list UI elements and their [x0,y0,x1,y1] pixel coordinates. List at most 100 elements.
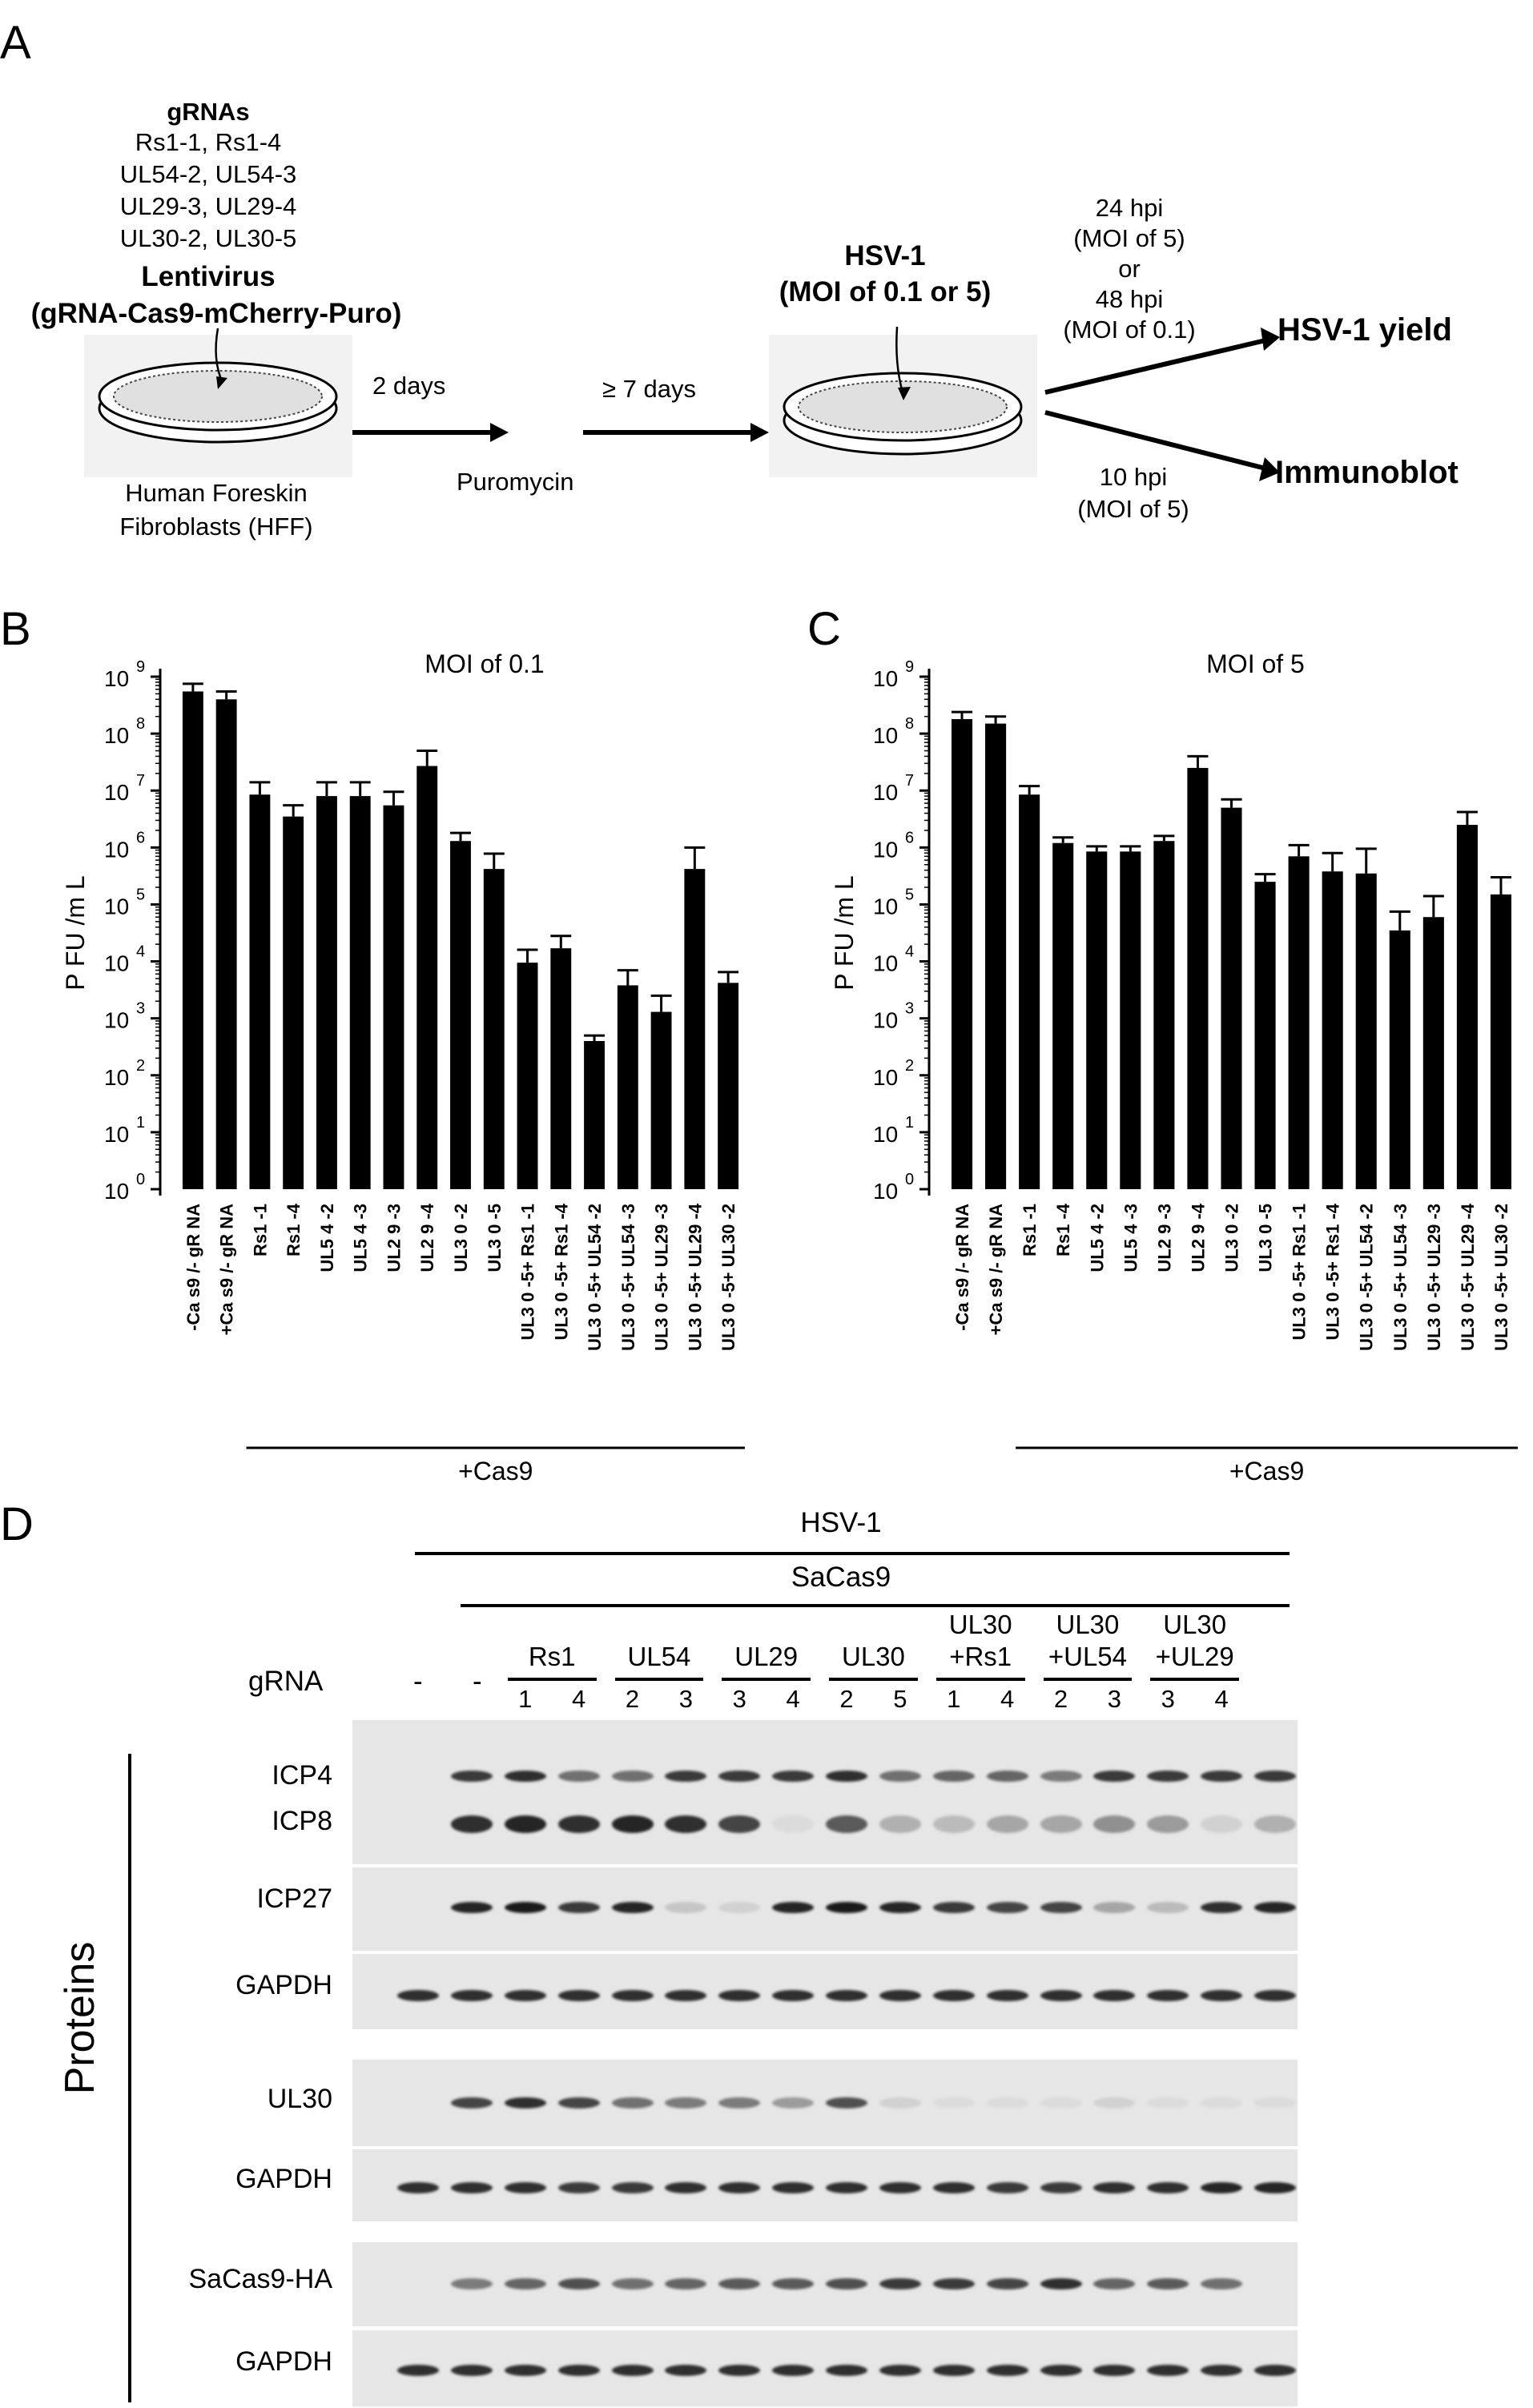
bar [1355,873,1377,1189]
blot-band [986,2182,1028,2193]
y-tick-label: 10 [873,1065,898,1090]
blot-band [557,1990,600,2001]
bar [215,699,237,1189]
blot-band [1147,2365,1189,2376]
y-tick-exponent: 0 [905,1171,914,1188]
bar [1153,841,1175,1189]
x-tick-label: Rs1 -1 [1020,1204,1040,1256]
blot-band [1147,1902,1189,1913]
hsv-bracket-line [415,1552,1290,1555]
y-axis-label: P FU /m L [830,875,859,990]
blot-band [1040,1990,1082,2001]
blot-band [557,2278,600,2289]
panel-letter-d: D [0,1498,34,1550]
blot-row-label: GAPDH [235,1970,332,2000]
blot-band [1093,2182,1136,2193]
lane-number: 1 [518,1685,533,1713]
bar-chart-moi-0-1: MOI of 0.1 10 0 10 1 10 2 10 3 10 4 10 5 10 6 10 7 10 8 10 9… [61,649,745,1485]
bar [1120,851,1141,1189]
group-label: +Cas9 [458,1457,533,1485]
y-tick-exponent: 4 [905,943,914,961]
arrow-right-icon-2 [583,423,769,442]
y-tick-label: 10 [873,666,898,691]
blot-band [772,2097,815,2109]
bar [1422,917,1444,1189]
blot-band [826,1902,867,1913]
blot-group-underline [1150,1678,1240,1681]
x-tick-label: UL5 4 -2 [317,1204,337,1272]
blot-band [1201,2182,1243,2193]
blot-band [1093,2365,1136,2376]
blot-band [879,2365,921,2376]
blot-group-underline [614,1678,704,1681]
proteins-bracket [128,1754,131,2402]
group-label: +Cas9 [1229,1457,1304,1485]
blot-band [826,1771,867,1782]
blot-band [1254,1990,1296,2001]
x-tick-label: UL3 0 -2 [451,1204,471,1272]
y-tick-exponent: 1 [905,1114,914,1132]
blot-band [450,1815,493,1833]
blot-band [1147,1771,1189,1782]
blot-band [1040,2278,1082,2289]
y-tick-exponent: 2 [905,1057,914,1075]
blot-membrane [352,2149,1298,2221]
blot-band [1040,1815,1082,1833]
blot-band [772,1815,815,1833]
blot-band [504,1902,546,1913]
bar [1086,851,1108,1189]
blot-band [986,1990,1028,2001]
virus-moi: (MOI of 0.1 or 5) [779,276,992,308]
blot-band [611,2182,654,2193]
y-tick-label: 10 [104,1065,129,1090]
upper-time-2: 48 hpi [1095,285,1164,313]
y-tick-exponent: 0 [136,1171,145,1188]
blot-band [1040,1902,1082,1913]
blot-band [557,1771,600,1782]
blot-band [772,1771,815,1782]
bar [584,1040,606,1189]
blot-band [1254,2182,1296,2193]
lane-dash-1: - [413,1666,423,1697]
blot-band [932,1990,975,2001]
lane-number: 3 [1107,1685,1121,1713]
blot-band [986,1902,1028,1913]
blot-group-underline [829,1678,918,1681]
hsv-yield-label: HSV-1 yield [1278,312,1452,348]
bar [684,869,706,1189]
x-tick-label: -Ca s9 /- gR NA [952,1204,972,1331]
y-tick-exponent: 2 [136,1057,145,1075]
upper-moi-2: (MOI of 0.1) [1063,316,1196,344]
x-tick-label: UL3 0 -5 [485,1204,505,1272]
y-tick-exponent: 8 [905,715,914,733]
chart-title: MOI of 0.1 [424,649,544,678]
blot-band [772,2278,815,2289]
blot-band [879,1771,921,1782]
y-tick-label: 10 [873,894,898,919]
x-tick-label: UL2 9 -4 [417,1203,437,1272]
selection-label: Puromycin [457,468,574,496]
x-tick-label: UL3 0 -5+ UL29 -4 [685,1203,705,1351]
blot-band [611,2365,654,2376]
x-tick-label: UL2 9 -4 [1188,1203,1208,1272]
y-tick-exponent: 4 [136,943,145,961]
blot-group-label: UL54 [627,1642,691,1671]
y-tick-exponent: 7 [905,772,914,790]
x-tick-label: UL5 4 -2 [1087,1204,1107,1272]
blot-band [1201,2278,1243,2289]
upper-or: or [1118,255,1141,283]
x-tick-label: Rs1 -4 [1053,1203,1073,1256]
bar [1187,767,1209,1189]
blot-band [450,1990,493,2001]
blot-band [1147,1990,1189,2001]
lane-number: 5 [893,1685,907,1713]
blot-band [1093,2278,1136,2289]
y-tick-label: 10 [104,723,129,748]
x-tick-label: UL3 0 -5+ Rs1 -1 [518,1204,538,1341]
blot-band [1201,2365,1243,2376]
blot-group-underline [935,1678,1025,1681]
bar [550,948,572,1189]
blot-band [665,2097,707,2109]
bar [1322,871,1343,1189]
culture-dish-lentivirus [84,328,352,477]
